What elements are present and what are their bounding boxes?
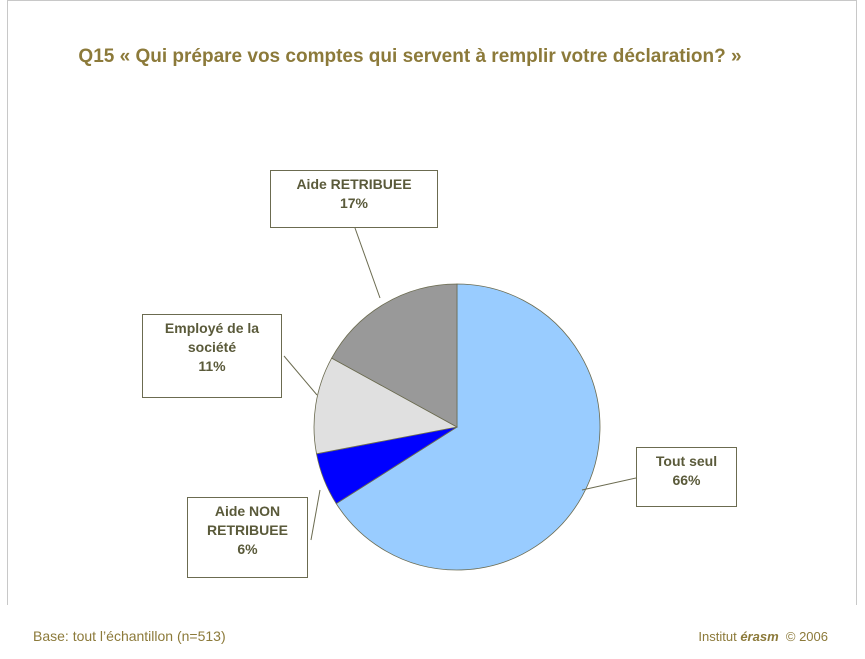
leader-line	[283, 355, 318, 396]
slice-label: Employé de la société 11%	[142, 314, 282, 398]
value-label: 11%	[198, 358, 226, 374]
leader-line	[310, 489, 321, 541]
leader-line	[354, 227, 381, 299]
slice-label: Tout seul 66%	[636, 447, 737, 507]
slice-label: Aide RETRIBUEE 17%	[270, 170, 438, 228]
frame	[7, 0, 857, 605]
category-name: Tout seul	[655, 453, 718, 469]
brand: érasm	[740, 629, 779, 644]
institute: Institut	[698, 629, 737, 644]
pie-slice	[331, 283, 458, 428]
leader-line	[581, 477, 637, 491]
pie-slice	[313, 357, 459, 455]
footer-base: Base: tout l’échantillon (n=513)	[33, 628, 226, 644]
copyright: © 2006	[785, 629, 828, 644]
value-label: 6%	[237, 541, 258, 557]
chart-title: Q15 « Qui prépare vos comptes qui serven…	[78, 46, 742, 67]
pie-slice	[335, 283, 601, 571]
category-name: Aide RETRIBUEE	[296, 176, 412, 192]
slice-label: Aide NON RETRIBUEE 6%	[187, 497, 308, 578]
category-name: Employé de la société	[164, 320, 260, 355]
category-name: Aide NON RETRIBUEE	[207, 503, 288, 538]
value-label: 66%	[672, 472, 701, 488]
value-label: 17%	[339, 195, 369, 211]
footer-credit: Institut érasm © 2006	[698, 629, 828, 644]
